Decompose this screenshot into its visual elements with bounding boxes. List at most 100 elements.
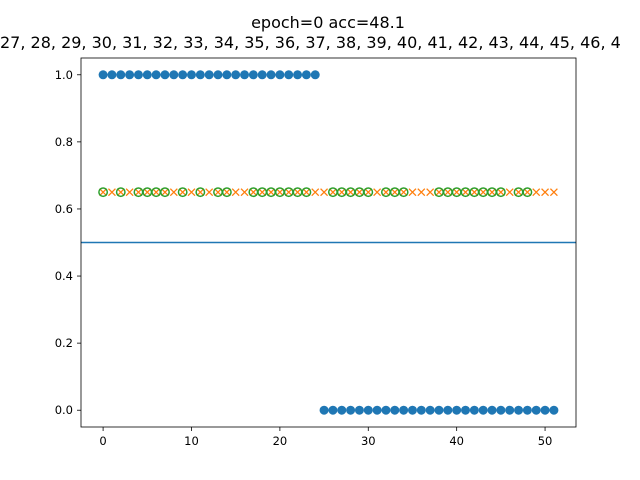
y-tick-label: 0.4 (55, 269, 73, 283)
data-point (310, 70, 320, 80)
data-point (478, 405, 488, 415)
data-point-open-circle (495, 187, 506, 198)
data-point (160, 70, 170, 80)
data-point-x (134, 188, 143, 197)
data-point-x (426, 188, 435, 197)
chart-title: epoch=0 acc=48.1 (251, 13, 405, 32)
data-point-x (328, 188, 337, 197)
data-point-x (523, 188, 532, 197)
data-point-x (399, 188, 408, 197)
x-tick-label: 10 (184, 434, 199, 448)
data-point-x (488, 188, 496, 197)
data-point-x (452, 188, 461, 197)
data-point (461, 405, 471, 415)
x-tick-label: 40 (449, 434, 464, 448)
data-point (443, 405, 453, 415)
data-point (407, 405, 417, 415)
data-point-x (532, 188, 541, 197)
y-tick-label: 0.8 (55, 135, 73, 149)
data-point (390, 405, 400, 415)
data-point (301, 70, 311, 80)
data-point (337, 405, 347, 415)
data-point-x (346, 188, 355, 197)
data-point (505, 405, 515, 415)
data-point-open-circle (177, 187, 188, 198)
data-point (540, 405, 550, 415)
data-point (178, 70, 188, 80)
data-point-x (143, 188, 152, 197)
data-point-x (284, 188, 293, 197)
data-point-x (240, 188, 249, 197)
data-point-x (222, 188, 231, 197)
data-point (399, 405, 409, 415)
axes-frame (80, 57, 577, 428)
data-point-x (549, 188, 558, 197)
data-point (186, 70, 196, 80)
data-point-x (258, 188, 267, 197)
x-tick-label: 0 (99, 434, 106, 448)
data-point-x (161, 188, 169, 197)
data-point (257, 70, 267, 80)
data-point-x (125, 188, 134, 197)
y-tick-label: 1.0 (55, 68, 73, 82)
data-point (514, 405, 524, 415)
data-point (416, 405, 426, 415)
data-point-x (390, 188, 399, 197)
data-point-x (470, 188, 479, 197)
data-point-x (178, 188, 187, 197)
data-point (372, 405, 382, 415)
data-point (469, 405, 479, 415)
data-point-x (461, 188, 470, 197)
data-point-x (514, 188, 523, 197)
data-point (275, 70, 285, 80)
x-tick-label: 50 (538, 434, 553, 448)
data-point (231, 70, 241, 80)
y-tick-label: 0.2 (55, 336, 73, 350)
data-point-x (381, 188, 390, 197)
data-point-open-circle (363, 187, 374, 198)
data-point-x (408, 188, 417, 197)
data-point (169, 70, 179, 80)
data-point-x (320, 188, 329, 197)
data-point-x (417, 188, 426, 197)
data-point-x (337, 188, 346, 197)
data-point-x (249, 188, 258, 197)
data-point (354, 405, 364, 415)
data-point-x (187, 188, 196, 197)
data-point-open-circle (160, 187, 170, 198)
data-point-open-circle (522, 187, 533, 198)
data-point-x (364, 188, 373, 197)
data-point (125, 70, 135, 80)
data-point-open-circle (115, 187, 126, 198)
data-point-open-circle (195, 187, 206, 198)
data-point (363, 405, 373, 415)
data-point-x (152, 188, 161, 197)
data-point-x (435, 188, 443, 197)
data-point (204, 70, 214, 80)
data-point-x (479, 188, 488, 197)
plot-area: 0 10 20 30 40 50 0.0 0.2 0.4 0.6 0.8 1.0 (55, 57, 577, 448)
data-point (293, 70, 303, 80)
data-point (248, 70, 258, 80)
data-point-x (311, 188, 320, 197)
data-point-x (205, 188, 214, 197)
data-point-x (267, 188, 276, 197)
data-point-x (169, 188, 178, 197)
data-point (425, 405, 435, 415)
y-tick-label: 0.0 (55, 403, 73, 417)
data-point (213, 70, 223, 80)
data-point (487, 405, 497, 415)
data-point (434, 405, 444, 415)
data-point (133, 70, 143, 80)
data-point (240, 70, 250, 80)
data-point-x (541, 188, 550, 197)
data-point-x (293, 188, 302, 197)
data-point-x (496, 188, 505, 197)
x-tick-label: 30 (361, 434, 376, 448)
data-point (107, 70, 117, 80)
data-point (319, 405, 329, 415)
data-point (381, 405, 391, 415)
data-point (496, 405, 506, 415)
